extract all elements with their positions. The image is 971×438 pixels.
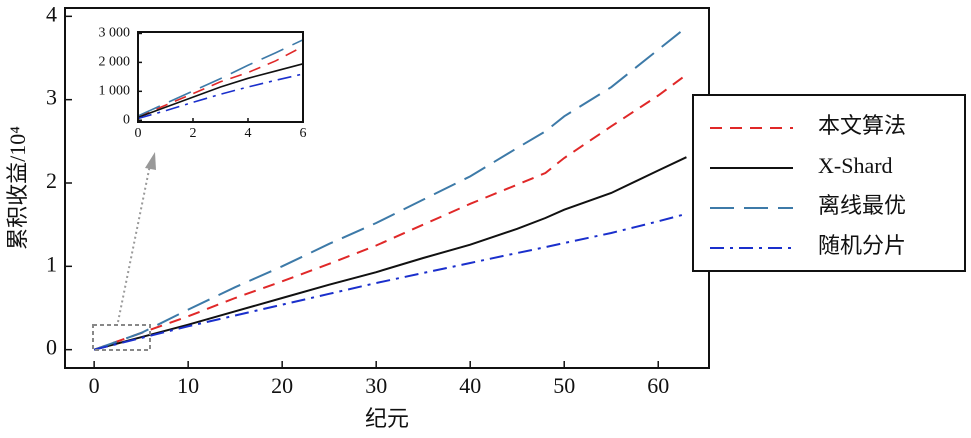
legend-frame: [692, 94, 966, 272]
legend-label: 本文算法: [818, 113, 906, 138]
x-tick-label: 20: [271, 373, 293, 398]
series-line: [93, 73, 688, 351]
zoom-arrowhead: [145, 152, 156, 170]
x-tick-label: 40: [459, 373, 481, 398]
y-tick-label: 3: [46, 85, 57, 110]
x-tick-label: 0: [89, 373, 100, 398]
legend-label: 随机分片: [818, 233, 906, 258]
y-tick-label: 2: [46, 168, 57, 193]
x-tick-label: 10: [177, 373, 199, 398]
y-tick-label: 0: [123, 112, 130, 127]
plot-frame: [137, 31, 304, 123]
y-tick-label: 1 000: [99, 84, 131, 99]
x-tick-label: 4: [245, 126, 252, 141]
y-tick-label: 0: [46, 335, 57, 360]
series-line: [137, 63, 304, 119]
series-line: [137, 45, 304, 118]
x-tick-label: 6: [300, 126, 307, 141]
x-axis-label: 纪元: [365, 406, 409, 431]
series-line: [137, 39, 304, 117]
series-line: [93, 26, 688, 351]
series-line: [93, 156, 687, 351]
y-tick-label: 4: [46, 1, 57, 26]
y-tick-label: 3 000: [99, 26, 131, 41]
legend-label: X-Shard: [818, 153, 893, 178]
x-tick-label: 30: [365, 373, 387, 398]
zoom-box: [92, 324, 151, 351]
x-tick-label: 50: [553, 373, 575, 398]
y-tick-label: 2 000: [99, 55, 131, 70]
zoom-arrow: [117, 164, 151, 323]
y-axis-label: 累积收益/10⁴: [5, 126, 30, 250]
legend-label: 离线最优: [818, 193, 906, 218]
x-tick-label: 60: [647, 373, 669, 398]
series-line: [93, 212, 687, 351]
x-tick-label: 2: [190, 126, 197, 141]
y-tick-label: 1: [46, 251, 57, 276]
x-tick-label: 0: [135, 126, 142, 141]
